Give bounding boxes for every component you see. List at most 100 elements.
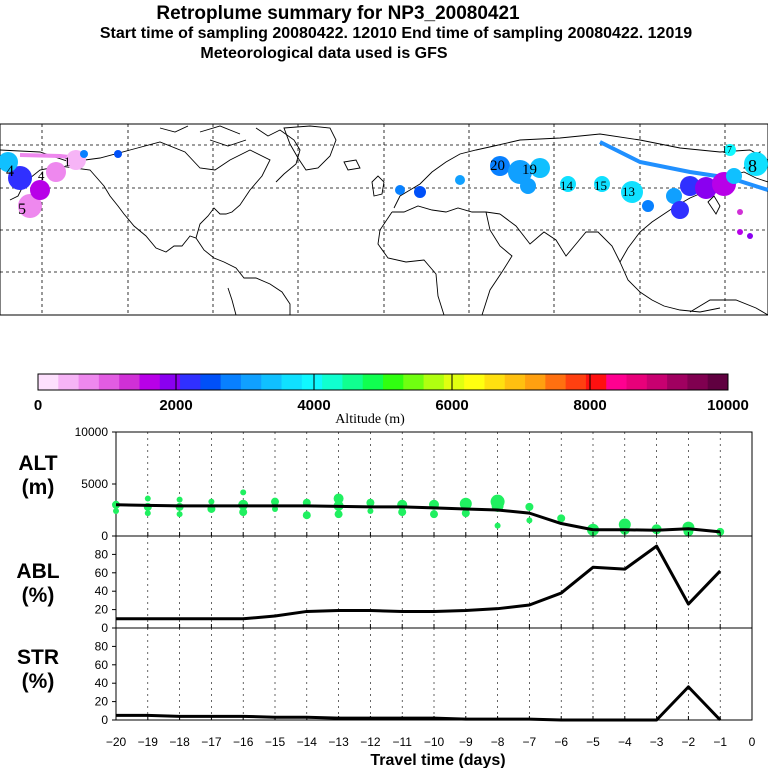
sampling-times: Start time of sampling 20080422. 12010 E…: [99, 25, 693, 42]
chart-title: Retroplume summary for NP3_20080421: [156, 3, 520, 24]
colorbar-swatch: [606, 374, 628, 390]
colorbar-swatch: [403, 374, 425, 390]
y-tick-label: 20: [95, 603, 109, 617]
alt-dot: [459, 497, 472, 510]
plume-circle: [114, 150, 122, 158]
x-tick-label: −13: [328, 735, 349, 749]
colorbar-swatch: [38, 374, 59, 390]
plume-circle: [395, 185, 405, 195]
y-tick-label: 0: [101, 529, 108, 543]
x-tick-label: −16: [233, 735, 254, 749]
x-tick-label: −6: [554, 735, 568, 749]
x-tick-label: −11: [392, 735, 412, 749]
plume-label: 8: [748, 156, 757, 176]
plume-label: 4: [38, 168, 45, 183]
y-tick-label: 40: [95, 584, 109, 598]
y-axis-label: (m): [22, 476, 55, 499]
colorbar-swatch: [484, 374, 506, 390]
alt-dot: [113, 508, 119, 515]
altitude-colorbar: 0 2000 4000 6000 8000 10000 Altitude (m): [34, 373, 749, 427]
plume-labels: 1 4 5 4 8 17 15 14 13 19 20: [6, 145, 757, 218]
colorbar-tick-label: 6000: [435, 397, 468, 414]
plume-circle: [726, 168, 742, 184]
plume-circle: [666, 188, 682, 204]
x-tick-label: −14: [297, 735, 318, 749]
time-series-panels: 0500010000ALT(m)020406080ABL(%)020406080…: [16, 425, 755, 768]
plume-circle: [80, 150, 88, 158]
y-tick-label: 0: [101, 621, 108, 635]
series-line-abl: [116, 544, 722, 621]
panel-abl: 0 20 40 60 80 ABL(%): [16, 535, 753, 635]
plume-label: 4: [6, 163, 14, 180]
plume-circle: [490, 156, 510, 176]
panel-str: 0 20 40 60 80 STR(%): [17, 627, 753, 727]
y-axis-label: (%): [22, 670, 55, 693]
colorbar-swatch: [687, 374, 709, 390]
x-tick-label: −4: [618, 735, 632, 749]
plume-circle: [744, 152, 768, 176]
plume-circle: [520, 178, 536, 194]
plume-circle: [747, 233, 753, 239]
y-axis-label: ABL: [16, 560, 59, 583]
alt-dot: [398, 508, 407, 517]
plume-circle: [737, 209, 743, 215]
colorbar-tick-label: 4000: [297, 397, 330, 414]
alt-dot: [302, 511, 311, 520]
colorbar-swatch: [667, 374, 688, 390]
y-axis-label: ALT: [18, 452, 57, 475]
alt-dot: [366, 498, 375, 507]
y-tick-label: 60: [95, 566, 109, 580]
y-tick-label: 10000: [75, 425, 109, 439]
y-tick-label: 80: [95, 547, 109, 561]
x-tick-label: −9: [459, 735, 473, 749]
plume-circle: [414, 186, 426, 198]
plume-circle: [680, 176, 700, 196]
plume-circle: [8, 166, 32, 190]
colorbar-title: Altitude (m): [335, 412, 405, 427]
plume-label: 17: [722, 145, 732, 156]
colorbar-tick-label: 8000: [573, 397, 606, 414]
colorbar-swatch: [626, 374, 648, 390]
x-tick-label: −2: [682, 735, 696, 749]
x-tick-label: −1: [713, 735, 727, 749]
plume-label: 15: [594, 178, 607, 193]
colorbar-swatch: [78, 374, 100, 390]
alt-dot: [144, 495, 151, 502]
y-tick-label: 0: [101, 713, 108, 727]
colorbar-swatch: [240, 374, 262, 390]
x-tick-label: −20: [106, 735, 127, 749]
colorbar-tick-label: 2000: [159, 397, 192, 414]
y-tick-label: 40: [95, 676, 109, 690]
plume-circle: [18, 194, 42, 218]
series-line-str: [116, 685, 722, 722]
plume-circle: [508, 160, 532, 184]
colorbar-swatch: [585, 374, 607, 390]
colorbar-swatch: [139, 374, 161, 390]
alt-dot: [271, 497, 279, 506]
colorbar-swatch: [98, 374, 120, 390]
alt-dot: [272, 505, 278, 512]
colorbar-swatch: [525, 374, 546, 390]
panel-alt: 0 5000 10000 ALT(m): [18, 425, 753, 543]
x-tick-label: −17: [201, 735, 222, 749]
alt-dot: [430, 510, 438, 519]
x-tick-label: −18: [169, 735, 190, 749]
plume-circle: [671, 201, 689, 219]
plume-circle: [621, 181, 643, 203]
plume-circle: [530, 158, 550, 178]
colorbar-tick-label: 10000: [707, 397, 749, 414]
plume-circle: [0, 152, 18, 172]
plume-label: 19: [522, 162, 537, 178]
colorbar-swatch: [301, 374, 323, 390]
alt-dot: [461, 509, 470, 518]
colorbar-swatch: [504, 374, 526, 390]
colorbar-swatch: [464, 374, 485, 390]
colorbar-swatch: [342, 374, 364, 390]
colorbar-frame: [37, 373, 729, 391]
x-axis-label: Travel time (days): [370, 752, 505, 768]
colorbar-tick-label: 0: [34, 397, 42, 414]
plume-circle: [737, 229, 743, 235]
alt-dot: [333, 493, 344, 504]
x-axis: −20 −19 −18 −17 −16 −15 −14 −13 −12 −11 −10 −9 −8 −7−…: [106, 735, 756, 768]
colorbar-swatch: [545, 374, 567, 390]
